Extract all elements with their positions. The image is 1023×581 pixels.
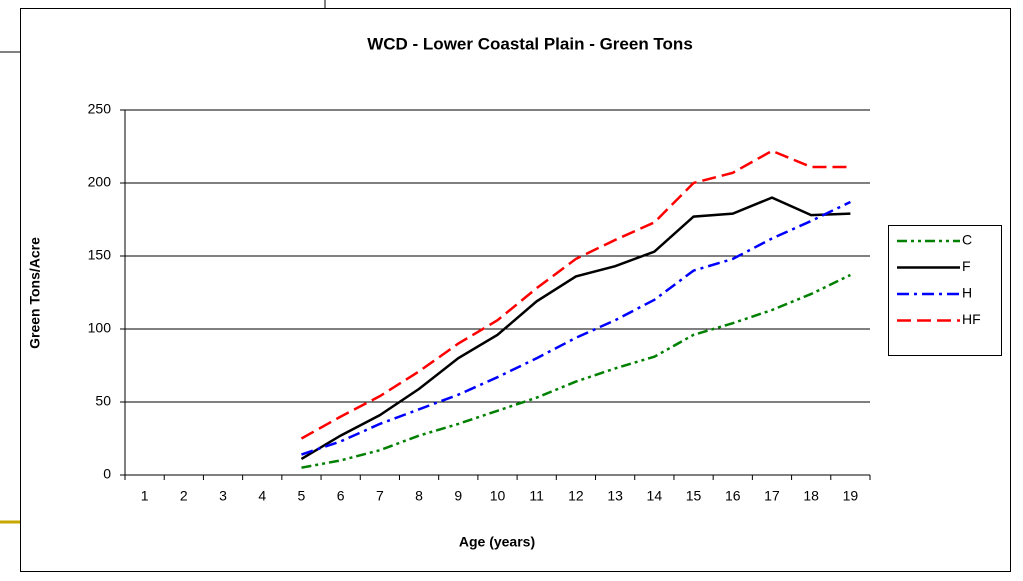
x-tick-label: 9 — [454, 488, 462, 504]
x-axis-label: Age (years) — [459, 534, 535, 550]
y-tick-label: 100 — [88, 320, 112, 336]
x-tick-label: 18 — [803, 488, 819, 504]
x-tick-label: 11 — [529, 488, 544, 504]
x-tick-label: 2 — [180, 488, 188, 504]
chart-title: WCD - Lower Coastal Plain - Green Tons — [367, 34, 693, 53]
x-tick-label: 14 — [647, 488, 663, 504]
y-tick-label: 200 — [88, 174, 112, 190]
y-axis-label: Green Tons/Acre — [27, 237, 43, 349]
series-line — [301, 200, 851, 456]
series-line — [300, 196, 851, 461]
series-line — [301, 273, 851, 469]
y-tick-label: 0 — [103, 466, 111, 482]
x-tick-label: 6 — [337, 488, 345, 504]
x-tick-label: 3 — [219, 488, 227, 504]
y-tick-label: 250 — [88, 101, 112, 117]
legend — [888, 225, 1002, 356]
x-tick-label: 15 — [686, 488, 702, 504]
x-tick-label: 12 — [568, 488, 584, 504]
x-tick-label: 5 — [298, 488, 306, 504]
x-tick-label: 1 — [141, 488, 149, 504]
y-tick-label: 150 — [88, 247, 112, 263]
x-tick-label: 16 — [725, 488, 741, 504]
series-line — [300, 149, 851, 440]
x-tick-label: 19 — [843, 488, 859, 504]
x-tick-label: 17 — [764, 488, 780, 504]
x-tick-label: 10 — [490, 488, 506, 504]
x-tick-label: 4 — [258, 488, 266, 504]
chart-frame — [20, 8, 1011, 572]
x-tick-label: 13 — [607, 488, 623, 504]
legend-label: F — [962, 258, 971, 274]
legend-label: HF — [962, 311, 981, 327]
x-tick-label: 8 — [415, 488, 423, 504]
legend-label: C — [962, 232, 972, 248]
x-tick-label: 7 — [376, 488, 384, 504]
legend-label: H — [962, 285, 972, 301]
y-tick-label: 50 — [95, 393, 111, 409]
